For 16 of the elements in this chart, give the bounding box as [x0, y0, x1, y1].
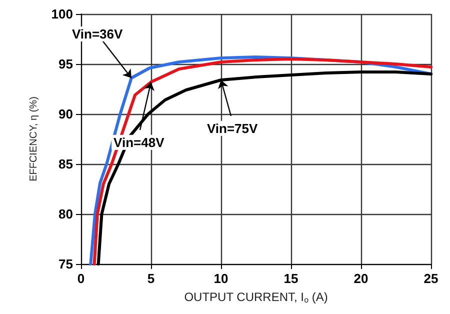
y-tick-label: 90	[58, 106, 73, 122]
x-tick-label: 20	[354, 271, 368, 286]
y-tick-label: 80	[58, 206, 73, 222]
y-tick-label: 85	[58, 156, 73, 172]
x-tick-label: 10	[214, 271, 228, 286]
y-tick-label: 100	[51, 6, 73, 22]
text: Vin=36V	[72, 26, 124, 42]
y-axis-title: EFFCIENCY, η (%)	[28, 96, 40, 182]
text: Vin=75V	[206, 120, 258, 136]
x-tick-label: 15	[284, 271, 298, 286]
x-tick-label: 0	[77, 271, 85, 286]
y-tick-label: 75	[58, 256, 73, 272]
y-tick-label: 95	[58, 56, 73, 72]
x-tick-label: 25	[424, 271, 438, 286]
x-tick-label: 5	[147, 271, 155, 286]
series-label: Vin=48V	[114, 134, 165, 150]
